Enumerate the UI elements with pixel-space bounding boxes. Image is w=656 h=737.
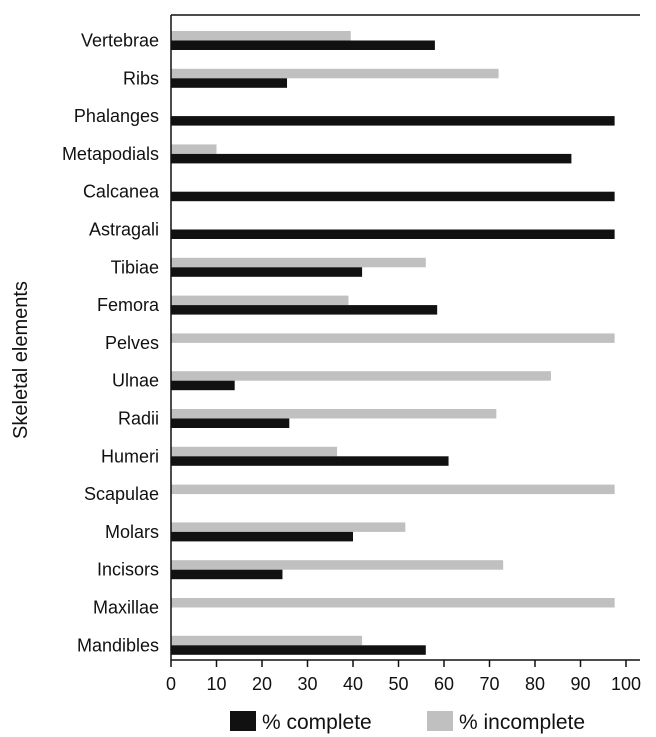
x-tick-label-80: 80 (525, 674, 545, 694)
legend: % complete % incomplete (230, 711, 585, 734)
category-label-maxillae: Maxillae (93, 598, 159, 618)
bar-complete-calcanea (171, 191, 615, 202)
category-label-vertebrae: Vertebrae (81, 31, 159, 51)
bar-complete-astragali (171, 229, 615, 239)
x-tick-label-40: 40 (343, 674, 363, 694)
bar-incomplete-molars (171, 522, 406, 532)
bar-complete-incisors (171, 569, 283, 580)
legend-swatch-incomplete (427, 711, 453, 731)
x-ticks: 0 10 20 30 40 50 60 70 80 90 100 (166, 660, 641, 694)
bar-incomplete-ribs (171, 68, 499, 79)
bar-complete-tibiae (171, 267, 363, 277)
y-axis-title: Skeletal elements (10, 281, 32, 439)
x-tick-label-10: 10 (206, 674, 226, 694)
bar-incomplete-vertebrae (171, 31, 351, 41)
x-tick-label-70: 70 (479, 674, 499, 694)
x-tick-label-0: 0 (166, 674, 176, 694)
x-tick-label-100: 100 (611, 674, 641, 694)
bar-incomplete-mandibles (171, 635, 363, 646)
x-tick-label-20: 20 (252, 674, 272, 694)
x-tick-label-30: 30 (297, 674, 317, 694)
category-label-metapodials: Metapodials (62, 144, 159, 164)
bar-incomplete-radii (171, 409, 497, 419)
bar-incomplete-tibiae (171, 257, 426, 268)
axes-layer (170, 14, 640, 661)
legend-swatch-complete (230, 711, 256, 731)
bar-incomplete-maxillae (171, 598, 615, 608)
bar-complete-phalanges (171, 116, 615, 126)
bars-layer (171, 31, 615, 655)
bar-incomplete-incisors (171, 560, 504, 570)
bar-complete-humeri (171, 456, 449, 466)
category-label-astragali: Astragali (89, 220, 159, 240)
category-labels: Vertebrae Ribs Phalanges Metapodials Calcane… (62, 31, 160, 656)
category-label-phalanges: Phalanges (74, 106, 159, 126)
category-label-pelves: Pelves (105, 333, 159, 353)
category-label-molars: Molars (105, 522, 159, 542)
category-label-humeri: Humeri (101, 446, 159, 466)
category-label-scapulae: Scapulae (84, 484, 159, 504)
category-label-tibiae: Tibiae (111, 257, 159, 277)
legend-label-complete: % complete (262, 711, 372, 734)
bar-complete-mandibles (171, 645, 426, 655)
category-label-calcanea: Calcanea (83, 182, 160, 202)
category-label-incisors: Incisors (97, 560, 159, 580)
category-label-ribs: Ribs (123, 68, 159, 88)
bar-complete-molars (171, 531, 353, 542)
bar-complete-femora (171, 305, 438, 315)
category-label-mandibles: Mandibles (77, 635, 159, 655)
bar-complete-metapodials (171, 153, 572, 164)
bar-incomplete-scapulae (171, 484, 615, 495)
legend-label-incomplete: % incomplete (459, 711, 585, 734)
x-tick-label-60: 60 (434, 674, 454, 694)
bar-complete-vertebrae (171, 40, 435, 50)
bar-complete-ulnae (171, 380, 235, 391)
bar-complete-radii (171, 418, 290, 428)
bar-incomplete-humeri (171, 446, 338, 457)
bar-incomplete-ulnae (171, 371, 551, 381)
category-label-radii: Radii (118, 409, 159, 429)
x-tick-label-50: 50 (388, 674, 408, 694)
bar-incomplete-femora (171, 295, 349, 306)
category-label-femora: Femora (97, 295, 160, 315)
bar-incomplete-metapodials (171, 144, 217, 154)
category-label-ulnae: Ulnae (112, 371, 159, 391)
bar-complete-ribs (171, 78, 288, 88)
x-tick-label-90: 90 (570, 674, 590, 694)
bar-incomplete-pelves (171, 333, 615, 343)
